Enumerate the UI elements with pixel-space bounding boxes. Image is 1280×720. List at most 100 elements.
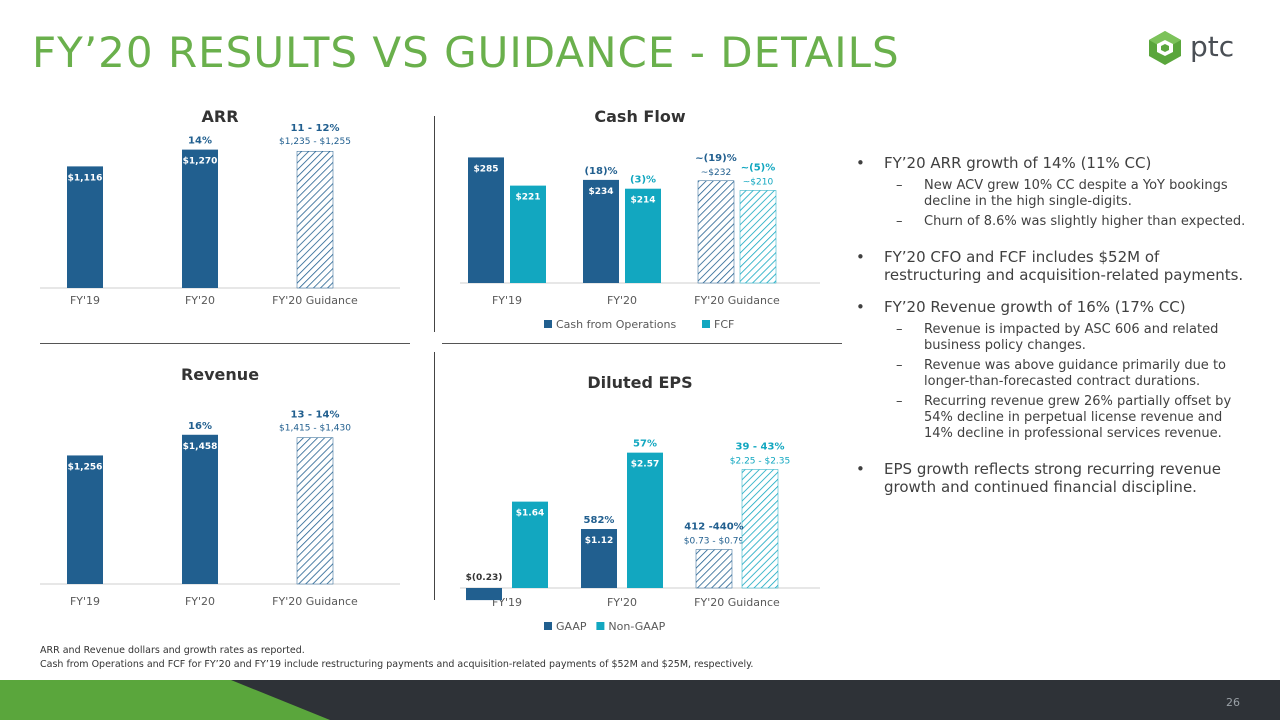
arr-chart: ARR FY'19 FY'20 FY'20 Guidance $1,116 $1,270 $… (40, 107, 400, 307)
guidance-range-label: $1,235 - $1,255 (279, 137, 351, 147)
bullet-text: FY’20 CFO and FCF includes $52M of restr… (884, 248, 1244, 284)
x-tick-label: FY'20 Guidance (694, 596, 780, 609)
bar (583, 179, 619, 283)
footnote: ARR and Revenue dollars and growth rates… (40, 645, 305, 656)
sub-bullet-text: Churn of 8.6% was slightly higher than e… (924, 214, 1246, 229)
growth-annotation: 57% (633, 439, 657, 450)
horizontal-divider (40, 343, 410, 344)
data-label: $1,270 (183, 157, 218, 167)
data-label: $1.12 (585, 536, 613, 546)
x-tick-label: FY'19 (492, 294, 522, 307)
bar (182, 149, 218, 288)
chart-title: Cash Flow (594, 107, 685, 126)
dash-icon: – (896, 322, 903, 337)
guidance-bar (296, 150, 334, 289)
bullet-item: • FY’20 Revenue growth of 16% (17% CC) (852, 298, 1252, 316)
data-label: ~$232 (701, 168, 731, 178)
sub-bullet-item: – Revenue is impacted by ASC 606 and rela… (852, 322, 1252, 354)
chart-title: Revenue (181, 365, 259, 384)
sub-bullet-item: – Churn of 8.6% was slightly higher than … (852, 214, 1252, 230)
chart-title: Diluted EPS (587, 373, 692, 392)
data-label: ~$210 (743, 177, 774, 187)
x-tick-label: FY'19 (70, 595, 100, 608)
sub-bullet-text: Revenue was above guidance primarily due… (924, 358, 1226, 389)
commentary-bullets: • FY’20 ARR growth of 14% (11% CC) – New AC… (852, 154, 1252, 510)
bar (739, 190, 777, 284)
guidance-range-label: $1,415 - $1,430 (279, 424, 351, 434)
sub-bullet-text: New ACV grew 10% CC despite a YoY bookin… (924, 178, 1228, 209)
data-label: $1,256 (68, 462, 103, 472)
bar (741, 469, 779, 589)
chart-title: ARR (201, 107, 238, 126)
bullet-item: • FY’20 ARR growth of 14% (11% CC) (852, 154, 1252, 172)
bar (625, 188, 661, 283)
bar (67, 166, 103, 288)
data-label: $0.73 - $0.79 (684, 537, 745, 547)
sub-bullet-text: Revenue is impacted by ASC 606 and relat… (924, 322, 1219, 353)
bullet-dot-icon: • (856, 248, 865, 266)
bullet-text: EPS growth reflects strong recurring rev… (884, 460, 1222, 496)
bar (627, 452, 663, 588)
data-label: $1,458 (183, 442, 218, 452)
cash-flow-chart: Cash Flow FY'19 FY'20 FY'20 Guidance $285 $23… (460, 107, 820, 331)
data-label: $1,116 (68, 173, 103, 183)
x-tick-label: FY'20 (607, 294, 637, 307)
bullet-dot-icon: • (856, 154, 865, 172)
data-label: $(0.23) (466, 573, 503, 583)
legend-swatch (544, 622, 552, 630)
bullet-item: • EPS growth reflects strong recurring re… (852, 460, 1252, 496)
bar (468, 157, 504, 283)
x-tick-label: FY'20 Guidance (694, 294, 780, 307)
data-label: $2.57 (631, 460, 659, 470)
data-label: $285 (473, 164, 498, 174)
dash-icon: – (896, 358, 903, 373)
sub-bullet-item: – New ACV grew 10% CC despite a YoY booki… (852, 178, 1252, 210)
growth-annotation: ~(5)% (741, 162, 776, 173)
bar (512, 501, 548, 588)
sub-bullet-item: – Recurring revenue grew 26% partially of… (852, 394, 1252, 442)
page-title: FY’20 RESULTS VS GUIDANCE - DETAILS (32, 28, 900, 77)
legend-label: Cash from Operations (556, 318, 676, 331)
growth-annotation: 582% (584, 515, 615, 526)
page-number: 26 (1226, 696, 1240, 709)
x-tick-label: FY'20 (607, 596, 637, 609)
legend-label: Non-GAAP (608, 620, 665, 633)
bar (695, 549, 733, 589)
ptc-logo-text: ptc (1190, 30, 1235, 63)
growth-annotation: 412 -440% (684, 522, 743, 533)
footnotes: ARR and Revenue dollars and growth rates… (40, 644, 753, 672)
legend-swatch (544, 320, 552, 328)
guidance-bar (296, 437, 334, 585)
growth-annotation: 39 - 43% (736, 442, 785, 453)
vertical-divider (434, 352, 435, 600)
growth-annotation: (18)% (584, 166, 617, 177)
growth-annotation: ~(19)% (695, 153, 736, 164)
bar (697, 180, 735, 284)
bullet-text: FY’20 Revenue growth of 16% (17% CC) (884, 298, 1186, 316)
bullet-dot-icon: • (856, 460, 865, 478)
ptc-logo: ptc (1148, 28, 1248, 68)
bullet-text: FY’20 ARR growth of 14% (11% CC) (884, 154, 1152, 172)
revenue-chart: Revenue FY'19 FY'20 FY'20 Guidance $1,256 $1,… (40, 365, 400, 608)
ptc-logo-icon (1149, 31, 1181, 65)
footnote: Cash from Operations and FCF for FY’20 a… (40, 659, 754, 670)
legend-swatch (596, 622, 605, 630)
x-tick-label: FY'20 Guidance (272, 294, 358, 307)
x-tick-label: FY'20 (185, 595, 215, 608)
bullet-dot-icon: • (856, 298, 865, 316)
dash-icon: – (896, 214, 903, 229)
horizontal-divider (442, 343, 842, 344)
sub-bullet-text: Recurring revenue grew 26% partially off… (924, 394, 1232, 441)
bar (510, 185, 546, 283)
vertical-divider (434, 116, 435, 332)
x-tick-label: FY'20 Guidance (272, 595, 358, 608)
legend-label: FCF (714, 318, 734, 331)
bar (581, 529, 617, 588)
legend-label: GAAP (556, 620, 587, 633)
dash-icon: – (896, 394, 903, 409)
data-label: $214 (630, 196, 655, 206)
bar (466, 588, 502, 601)
bar (182, 434, 218, 584)
bullet-item: • FY’20 CFO and FCF includes $52M of rest… (852, 248, 1252, 284)
